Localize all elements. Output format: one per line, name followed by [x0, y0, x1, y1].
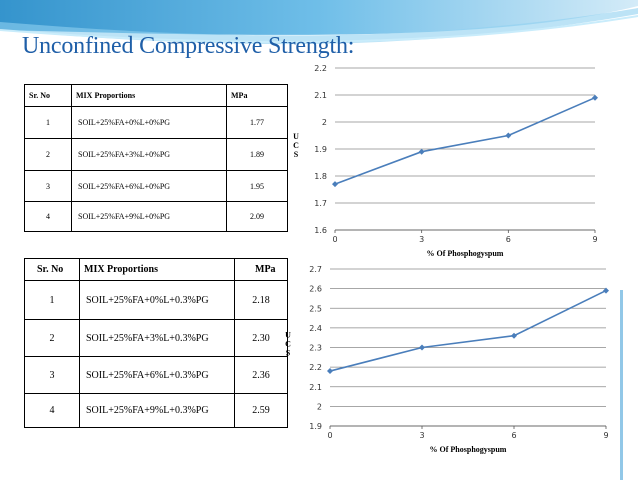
- y-tick-label: 2.2: [309, 363, 322, 372]
- header-mix: MIX Proportions: [71, 84, 227, 107]
- mix-table-2: Sr. No MIX Proportions MPa 1 SOIL+25%FA+…: [24, 258, 288, 428]
- y-tick-label: 1.8: [314, 172, 327, 181]
- y-tick-label: 2.5: [309, 304, 322, 313]
- y-tick-label: 2.7: [309, 265, 322, 274]
- x-tick-label: 9: [592, 235, 597, 244]
- x-tick-label: 6: [506, 235, 511, 244]
- data-point: [418, 148, 425, 155]
- data-point: [592, 94, 598, 101]
- y-tick-label: 2: [322, 118, 327, 127]
- header-mix: MIX Proportions: [79, 258, 235, 281]
- y-tick-label: 1.9: [309, 422, 322, 431]
- y-tick-label: 2.2: [314, 64, 327, 73]
- ucs-chart-2: 1.9 2 2.1 2.2 2.3 2.4 2.5 2.6 2.7 0 3 6 9 % Of Phosph…: [285, 265, 609, 454]
- data-point: [327, 368, 333, 375]
- x-tick-label: 0: [332, 235, 337, 244]
- data-point: [332, 181, 338, 188]
- data-point: [511, 332, 517, 339]
- page-title: Unconfined Compressive Strength:: [22, 33, 355, 59]
- header-mpa: MPa: [234, 258, 288, 281]
- table-row: 3 SOIL+25%FA+6%L+0%PG 1.95: [24, 170, 288, 202]
- decorative-stripe: [620, 290, 623, 480]
- data-point: [419, 344, 425, 351]
- y-tick-label: 2.1: [309, 383, 322, 392]
- table-row: 2 SOIL+25%FA+3%L+0.3%PG 2.30: [24, 319, 288, 357]
- table-row: 1 SOIL+25%FA+0%L+0%PG 1.77: [24, 106, 288, 139]
- x-tick-label: 6: [511, 431, 516, 440]
- y-tick-label: 2.3: [309, 344, 322, 353]
- data-point: [505, 132, 512, 139]
- ucs-chart-1: 1.6 1.7 1.8 1.9 2 2.1 2.2 0 3 6 9 % Of Phosphogyspu…: [293, 64, 598, 258]
- y-tick-label: 2.6: [309, 285, 322, 294]
- table-row: 4 SOIL+25%FA+9%L+0.3%PG 2.59: [24, 393, 288, 428]
- table-row: 3 SOIL+25%FA+6%L+0.3%PG 2.36: [24, 356, 288, 394]
- x-tick-label: 0: [327, 431, 332, 440]
- series-line: [334, 96, 596, 185]
- header-sr-no: Sr. No: [24, 84, 72, 107]
- y-tick-label: 1.9: [314, 145, 327, 154]
- series-line: [329, 289, 607, 372]
- mix-table-1: Sr. No MIX Proportions MPa 1 SOIL+25%FA+…: [24, 84, 288, 232]
- table-row: 1 SOIL+25%FA+0%L+0.3%PG 2.18: [24, 280, 288, 320]
- table-row: 2 SOIL+25%FA+3%L+0%PG 1.89: [24, 138, 288, 171]
- x-tick-label: 3: [419, 431, 424, 440]
- y-tick-label: 1.7: [314, 199, 327, 208]
- x-tick-label: 3: [419, 235, 424, 244]
- y-tick-label: 2.4: [309, 324, 322, 333]
- x-axis-label: % Of Phosphogyspum: [427, 249, 504, 258]
- header-sr-no: Sr. No: [24, 258, 80, 281]
- y-tick-label: 1.6: [314, 226, 327, 235]
- header-banner: [0, 0, 638, 45]
- y-tick-label: 2.1: [314, 91, 327, 100]
- y-tick-label: 2: [317, 402, 322, 411]
- data-point: [603, 287, 609, 294]
- x-tick-label: 9: [603, 431, 608, 440]
- x-axis-label: % Of Phosphogyspum: [430, 445, 507, 454]
- header-mpa: MPa: [226, 84, 288, 107]
- table-row: 4 SOIL+25%FA+9%L+0%PG 2.09: [24, 201, 288, 232]
